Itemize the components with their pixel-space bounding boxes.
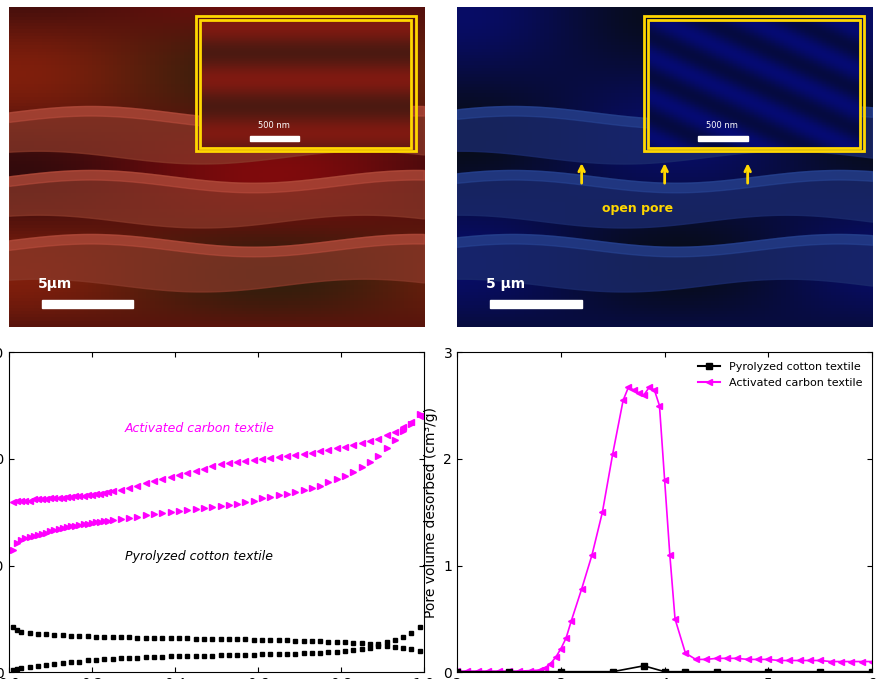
Text: 5 μm: 5 μm bbox=[486, 277, 525, 291]
Text: Pyrolyzed cotton textile: Pyrolyzed cotton textile bbox=[125, 550, 273, 564]
Bar bbox=[644, 16, 864, 151]
Legend: Pyrolyzed cotton textile, Activated carbon textile: Pyrolyzed cotton textile, Activated carb… bbox=[693, 358, 867, 392]
Bar bbox=[491, 299, 581, 308]
Bar bbox=[648, 20, 860, 147]
Text: 500 nm: 500 nm bbox=[258, 122, 290, 130]
Text: open pore: open pore bbox=[603, 202, 673, 215]
Bar bbox=[249, 136, 300, 141]
Text: Activated carbon textile: Activated carbon textile bbox=[125, 422, 275, 435]
Bar bbox=[196, 16, 416, 151]
Text: 5μm: 5μm bbox=[38, 277, 72, 291]
Bar bbox=[698, 136, 748, 141]
Bar bbox=[42, 299, 133, 308]
Y-axis label: Pore volume desorbed (cm³/g): Pore volume desorbed (cm³/g) bbox=[424, 407, 438, 618]
Bar bbox=[200, 20, 411, 147]
Text: 500 nm: 500 nm bbox=[707, 122, 738, 130]
